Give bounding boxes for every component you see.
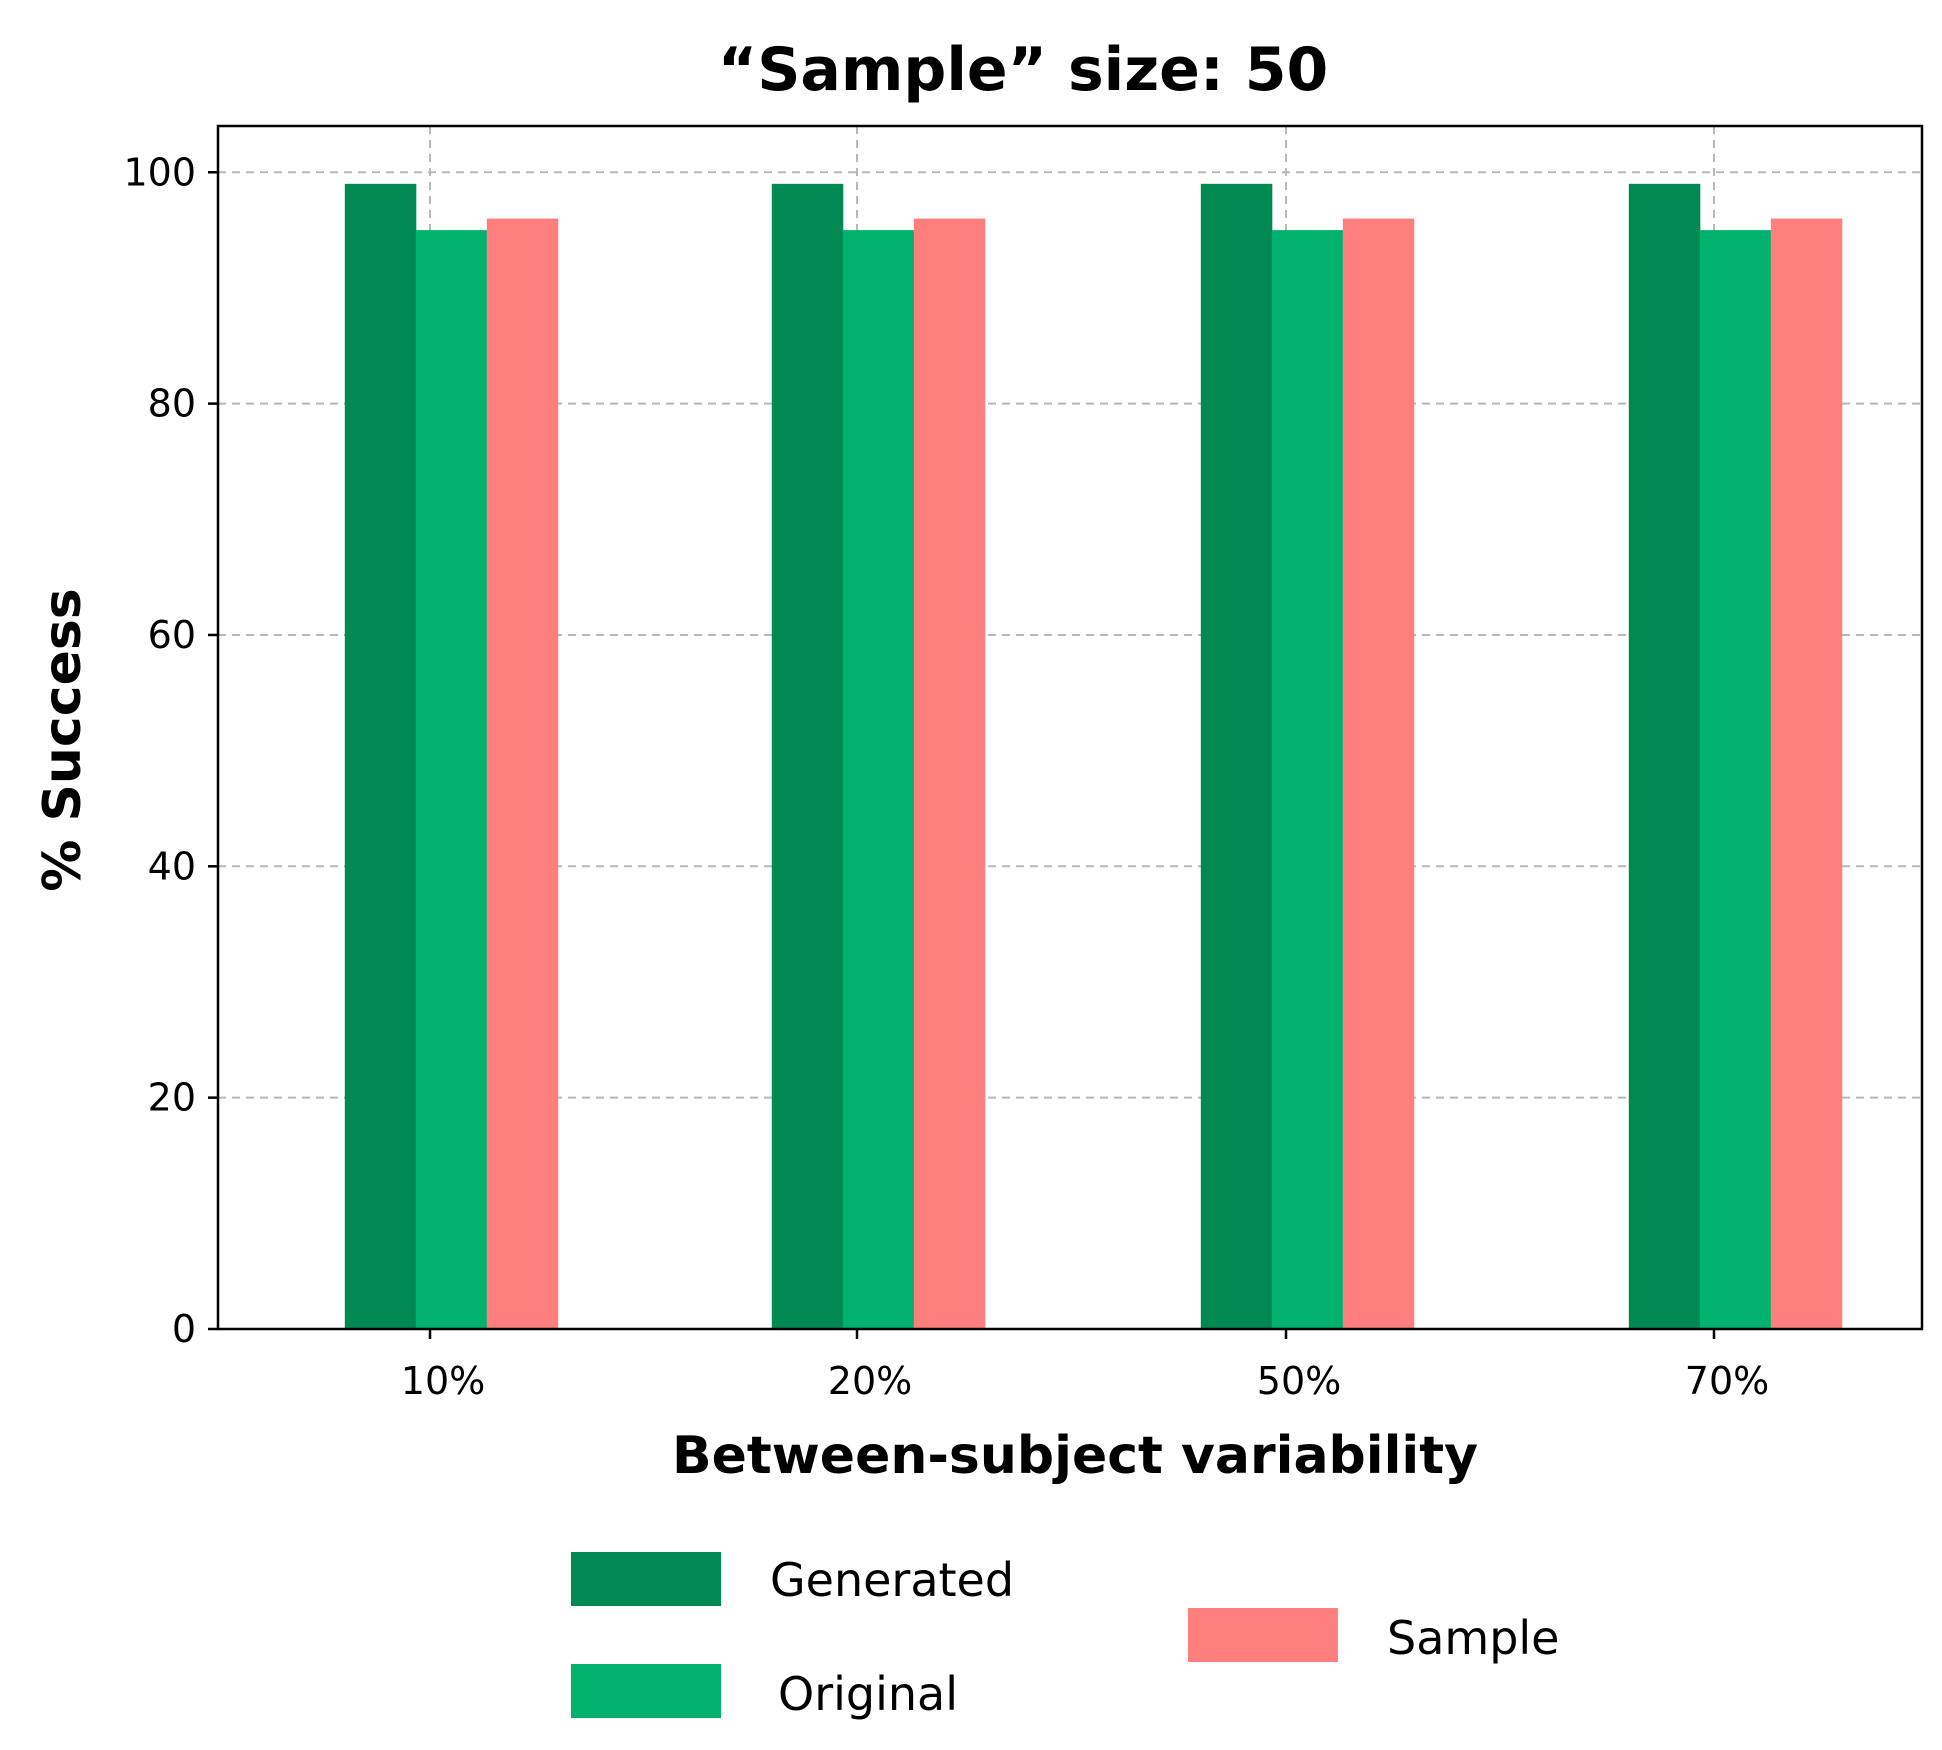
plot-frame [216, 124, 1924, 1331]
y-tick-label: 100 [123, 150, 196, 194]
bar-generated-50pct [1200, 183, 1273, 1329]
bar-original-50pct [1271, 230, 1344, 1330]
bar-sample-10pct [486, 218, 559, 1330]
x-tick-label: 20% [828, 1359, 912, 1403]
legend-swatch-sample [1188, 1608, 1338, 1662]
bar-original-70pct [1699, 230, 1772, 1330]
x-tick-label: 10% [401, 1359, 485, 1403]
bar-original-10pct [415, 230, 488, 1330]
x-tick-label: 50% [1257, 1359, 1341, 1403]
bar-generated-20pct [771, 183, 844, 1329]
chart-title: “Sample” size: 50 [718, 35, 1328, 105]
y-tick-label: 40 [148, 844, 196, 888]
bar-generated-10pct [344, 183, 417, 1329]
plot-area: 0 20 40 60 80 100 10% 20% 50% 70% [123, 124, 1924, 1403]
legend-label-sample: Sample [1387, 1611, 1559, 1665]
legend-label-original: Original [778, 1667, 958, 1721]
bar-original-20pct [842, 230, 915, 1330]
legend: Generated Original Sample [571, 1552, 1559, 1721]
y-axis-label: % Success [33, 588, 93, 892]
legend-swatch-original [571, 1664, 721, 1718]
x-tick-label: 70% [1685, 1359, 1769, 1403]
legend-swatch-generated [571, 1552, 721, 1606]
bar-sample-20pct [913, 218, 986, 1330]
bar-sample-70pct [1770, 218, 1843, 1330]
y-tick-label: 60 [148, 613, 196, 657]
y-tick-label: 80 [148, 382, 196, 426]
x-axis-label: Between-subject variability [672, 1426, 1478, 1486]
y-tick-label: 20 [148, 1076, 196, 1120]
bar-sample-50pct [1342, 218, 1415, 1330]
bar-generated-70pct [1628, 183, 1701, 1329]
legend-label-generated: Generated [770, 1553, 1014, 1607]
y-tick-label: 0 [172, 1307, 196, 1351]
